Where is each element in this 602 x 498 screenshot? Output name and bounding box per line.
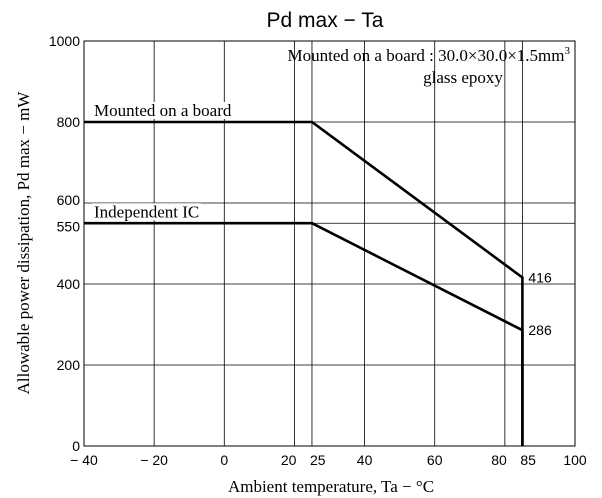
x-tick-label: 80	[491, 452, 507, 468]
y-tick-labels: 0 200 400 550 600 800 1000	[49, 33, 80, 454]
y-tick-label: 1000	[49, 33, 80, 49]
x-tick-label: 0	[220, 452, 228, 468]
x-tick-label: 60	[427, 452, 443, 468]
x-tick-label: 25	[310, 452, 326, 468]
glass-epoxy-annotation: glass epoxy	[423, 68, 503, 87]
y-tick-label: 0	[72, 438, 80, 454]
y-tick-label: 600	[57, 192, 81, 208]
x-tick-label: 20	[281, 452, 297, 468]
x-tick-label: 100	[563, 452, 587, 468]
x-tick-label: − 40	[70, 452, 98, 468]
y-tick-label: 400	[57, 276, 81, 292]
series-name-label: Independent IC	[94, 202, 199, 221]
x-tick-labels: − 40 − 20 0 20 25 40 60 80 85 100	[70, 452, 587, 468]
series-lines	[84, 120, 524, 446]
x-axis-label: Ambient temperature, Ta − °C	[228, 477, 434, 496]
chart-title: Pd max − Ta	[267, 9, 384, 32]
x-tick-label: 85	[520, 452, 536, 468]
y-tick-label: 800	[57, 114, 81, 130]
x-tick-label: − 20	[140, 452, 168, 468]
board-spec-annotation: Mounted on a board : 30.0×30.0×1.5mm3	[288, 45, 571, 65]
series-line-independent-ic	[84, 221, 524, 446]
plot-frame	[83, 40, 576, 447]
y-tick-label: 550	[57, 218, 81, 234]
series-label-backing	[92, 203, 202, 221]
series-end-value-label: 286	[528, 322, 552, 338]
series-labels: Mounted on a board 416 Independent IC 286	[92, 101, 552, 338]
y-tick-label: 200	[57, 357, 81, 373]
series-end-value-label: 416	[528, 270, 552, 286]
series-label-backing	[92, 102, 234, 119]
y-axis-label: Allowable power dissipation, Pd max − mW	[14, 91, 33, 395]
series-name-label: Mounted on a board	[94, 101, 232, 120]
x-tick-label: 40	[357, 452, 373, 468]
